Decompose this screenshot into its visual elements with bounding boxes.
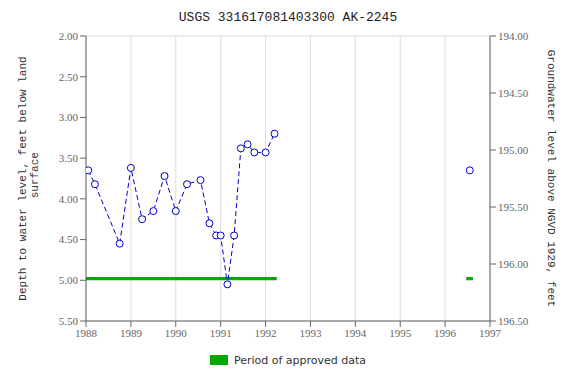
svg-text:2.50: 2.50 — [59, 71, 79, 83]
svg-text:3.00: 3.00 — [59, 111, 79, 123]
svg-text:1989: 1989 — [120, 327, 143, 339]
svg-text:196.00: 196.00 — [498, 258, 529, 270]
svg-text:194.00: 194.00 — [498, 30, 529, 42]
svg-text:1992: 1992 — [255, 327, 277, 339]
svg-text:2.00: 2.00 — [59, 30, 79, 42]
svg-text:5.00: 5.00 — [59, 274, 79, 286]
svg-text:4.50: 4.50 — [59, 233, 79, 245]
svg-text:195.00: 195.00 — [498, 144, 529, 156]
svg-text:1993: 1993 — [299, 327, 322, 339]
svg-text:1996: 1996 — [434, 327, 457, 339]
svg-text:1990: 1990 — [165, 327, 188, 339]
svg-text:1988: 1988 — [75, 327, 98, 339]
svg-text:4.00: 4.00 — [59, 193, 79, 205]
svg-text:Depth to water level, feet bel: Depth to water level, feet below land su… — [17, 56, 42, 300]
svg-text:196.50: 196.50 — [498, 315, 529, 327]
svg-text:194.50: 194.50 — [498, 87, 529, 99]
svg-text:5.50: 5.50 — [59, 315, 79, 327]
html-text:Period of approved data: Period of approved data — [233, 353, 367, 367]
svg-text:1997: 1997 — [479, 327, 502, 339]
svg-text:Groundwater level above NGVD 1: Groundwater level above NGVD 1929, feet — [545, 50, 557, 307]
svg-text:1991: 1991 — [210, 327, 232, 339]
svg-text:3.50: 3.50 — [59, 152, 79, 164]
svg-text:1995: 1995 — [389, 327, 412, 339]
svg-text:195.50: 195.50 — [498, 201, 529, 213]
svg-text:1994: 1994 — [344, 327, 367, 339]
html-text:USGS 331617081403300 AK-2245: USGS 331617081403300 AK-2245 — [178, 10, 398, 25]
